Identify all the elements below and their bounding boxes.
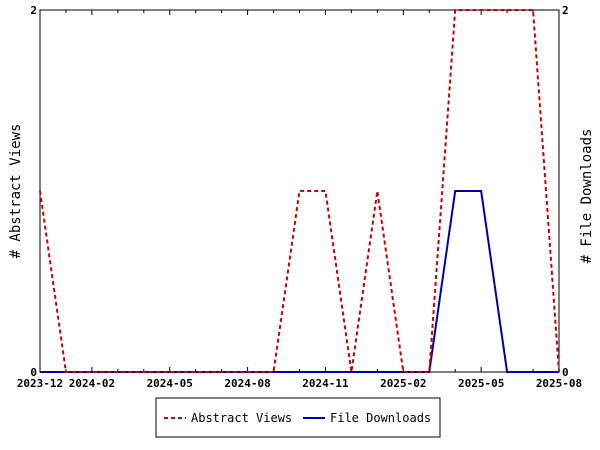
y-right-tick-label: 0 — [562, 366, 569, 379]
series-line-file-downloads — [40, 190, 559, 373]
legend-label-file-downloads: File Downloads — [330, 411, 431, 425]
series-layer — [39, 9, 560, 373]
x-tick-label: 2025-02 — [380, 377, 426, 390]
y-axis-left-title: # Abstract Views — [8, 124, 24, 259]
y-left-tick-label: 2 — [30, 4, 37, 17]
x-axis-ticks: 2023-12 2024-02 2024-05 2024-08 2024-11 2025-… — [17, 10, 582, 390]
x-tick-label: 2024-05 — [147, 377, 193, 390]
x-tick-label: 2025-05 — [458, 377, 504, 390]
x-tick-label: 2024-08 — [224, 377, 270, 390]
legend: Abstract Views File Downloads — [155, 397, 441, 438]
legend-box — [155, 397, 441, 438]
x-tick-label: 2024-02 — [69, 377, 115, 390]
x-tick-label: 2025-08 — [536, 377, 582, 390]
y-axis-right-title: # File Downloads — [579, 129, 595, 264]
x-tick-label: 2023-12 — [17, 377, 63, 390]
x-tick-label: 2024-11 — [302, 377, 349, 390]
legend-label-abstract-views: Abstract Views — [191, 411, 292, 425]
y-right-tick-label: 2 — [562, 4, 569, 17]
y-left-tick-label: 0 — [30, 366, 37, 379]
